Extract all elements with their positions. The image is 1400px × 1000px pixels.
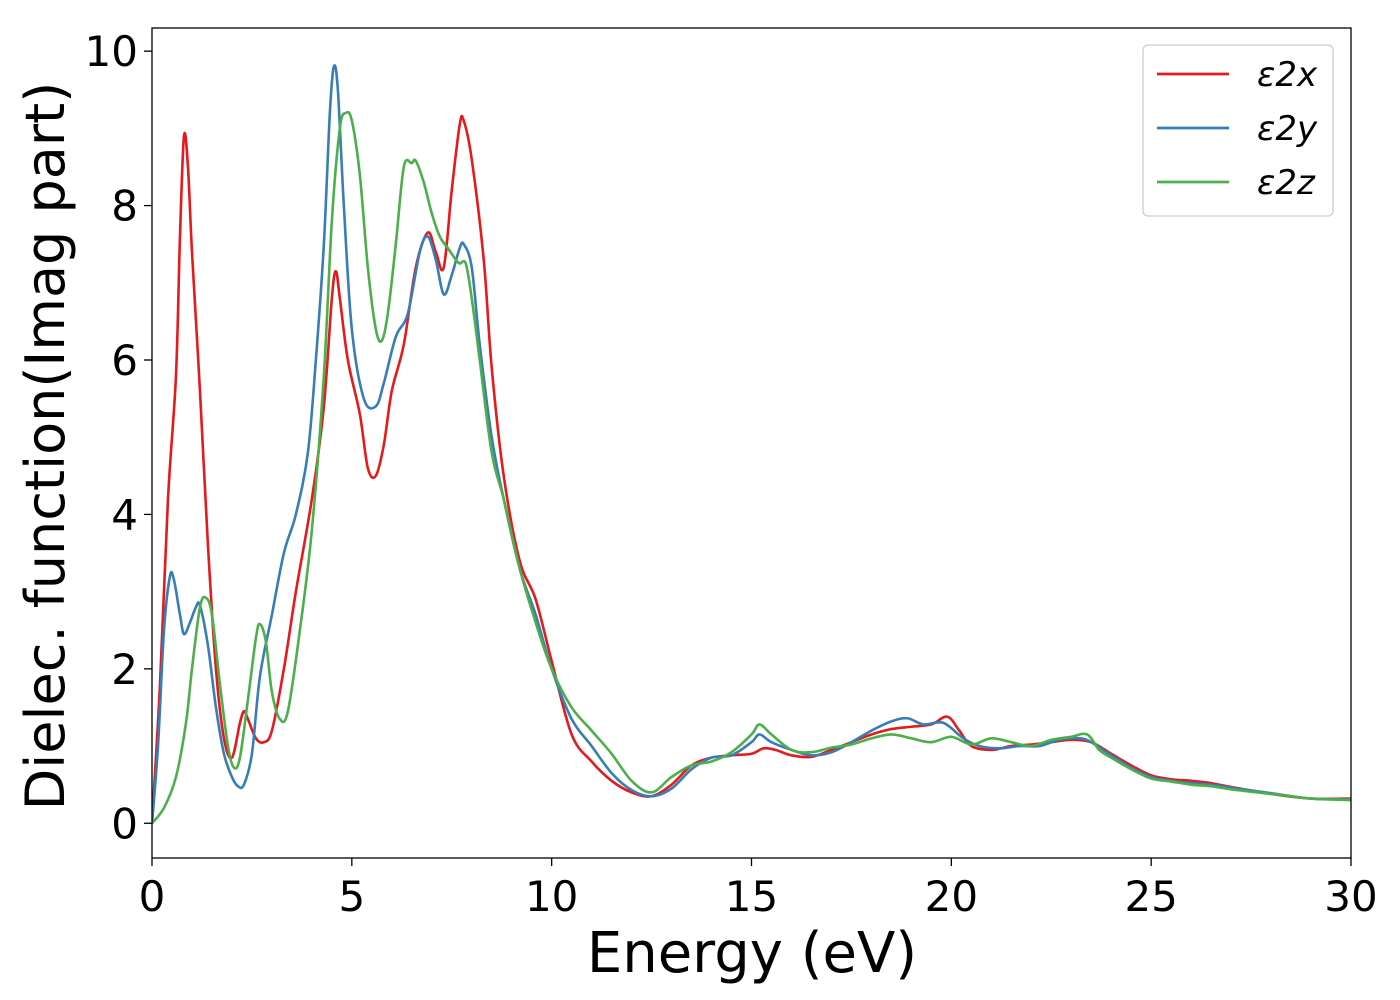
y-tick-label: 8 — [111, 182, 138, 231]
x-tick-label: 30 — [1324, 872, 1377, 921]
legend-label-1: ε2x — [1257, 55, 1318, 95]
y-tick-label: 10 — [85, 27, 138, 76]
x-axis-label: Energy (eV) — [587, 921, 917, 986]
series-line-2 — [152, 64, 1351, 825]
axes-layer: 0 5 10 15 20 25 30 0 2 4 6 8 10 — [85, 27, 1378, 921]
legend-label-2: ε2y — [1257, 109, 1318, 149]
y-tick-label: 6 — [111, 336, 138, 385]
x-tick-label: 20 — [925, 872, 978, 921]
x-tick-label: 5 — [338, 872, 365, 921]
y-axis-label: Dielec. function(Imag part) — [14, 82, 77, 811]
series-line-1 — [152, 114, 1351, 825]
y-tick-label: 4 — [111, 490, 138, 539]
x-tick-label: 25 — [1124, 872, 1177, 921]
x-tick-label: 0 — [139, 872, 166, 921]
legend: ε2x ε2y ε2z — [1142, 44, 1334, 217]
x-tick-label: 15 — [725, 872, 778, 921]
y-tick-label: 0 — [111, 799, 138, 848]
series-layer — [152, 64, 1351, 825]
x-tick-label: 10 — [525, 872, 578, 921]
y-tick-label: 2 — [111, 645, 138, 694]
legend-label-3: ε2z — [1257, 163, 1316, 203]
series-line-3 — [152, 110, 1351, 825]
legend-box — [1142, 44, 1334, 217]
